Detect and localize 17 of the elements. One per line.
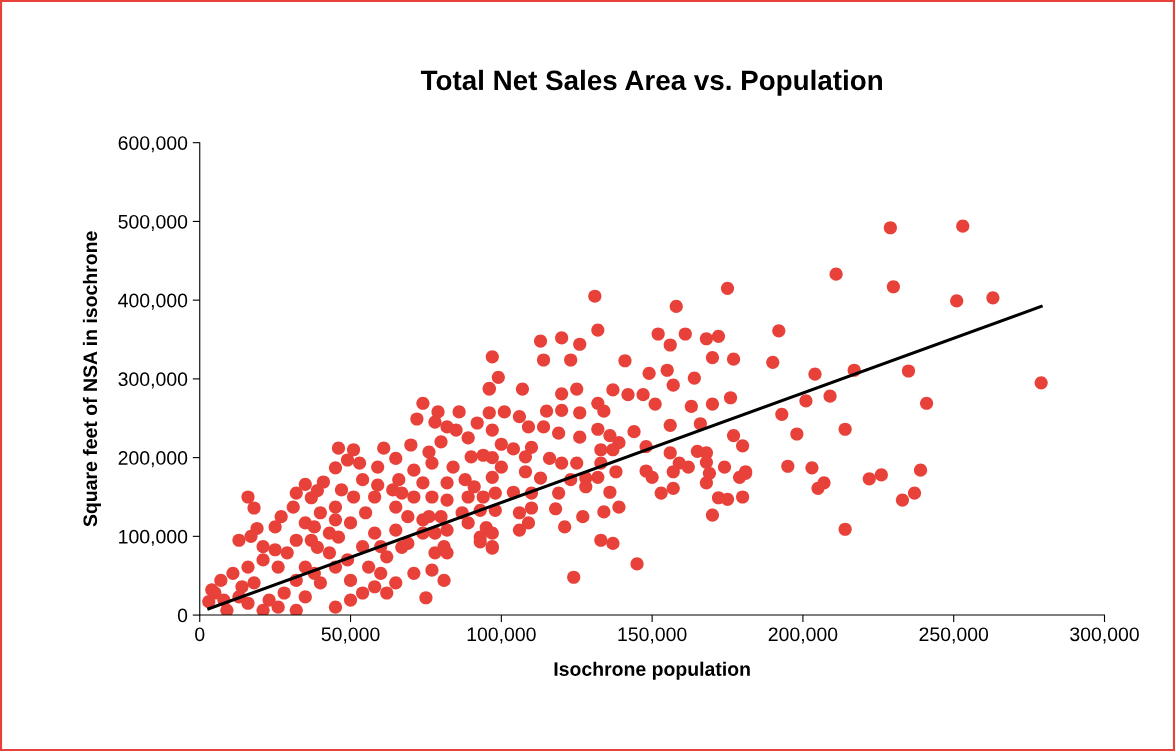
x-tick-label: 50,000 — [321, 627, 380, 644]
y-tick-label: 300,000 — [118, 372, 188, 389]
chart-title: Total Net Sales Area vs. Population — [420, 69, 882, 96]
y-tick-label: 500,000 — [118, 214, 188, 231]
y-tick-label: 0 — [177, 608, 188, 623]
x-tick-label: 100,000 — [467, 627, 536, 644]
x-axis-title: Isochrone population — [554, 661, 750, 680]
x-tick-label: 200,000 — [768, 627, 838, 644]
x-tick-label: 250,000 — [919, 627, 989, 644]
x-tick-label: 150,000 — [618, 627, 687, 644]
y-tick-label: 600,000 — [118, 136, 188, 153]
y-tick-label: 400,000 — [118, 293, 188, 310]
x-tick-label: 0 — [195, 627, 205, 642]
y-axis-title: Square feet of NSA in isochrone — [82, 231, 101, 527]
y-tick-label: 200,000 — [118, 451, 188, 468]
y-tick-label: 100,000 — [119, 529, 188, 546]
x-tick-label: 300,000 — [1070, 627, 1139, 644]
